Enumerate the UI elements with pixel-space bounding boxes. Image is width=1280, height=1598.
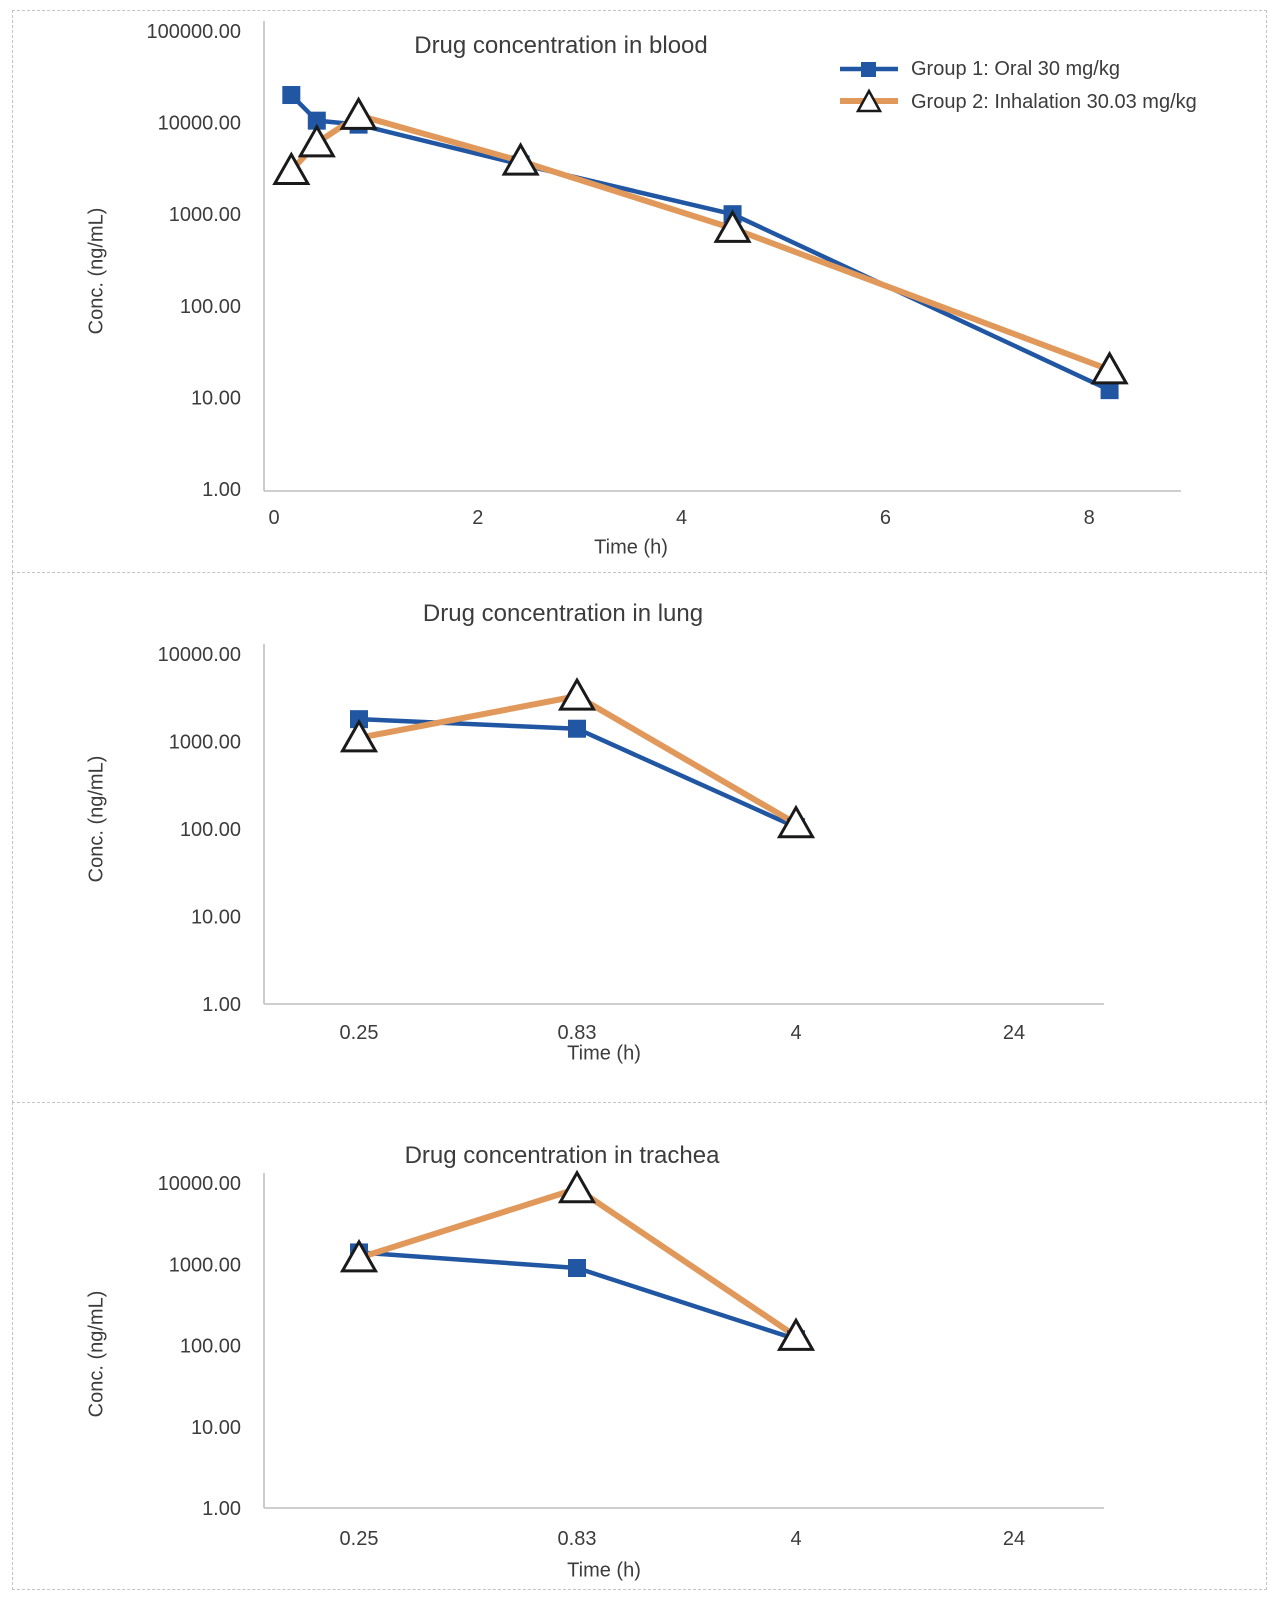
triangle-marker	[713, 209, 752, 243]
x-axis-tick-label: 8	[1084, 507, 1095, 529]
triangle-marker	[272, 151, 311, 185]
series-line-2	[358, 693, 798, 827]
x-axis-tick-label: 2	[472, 507, 483, 529]
series-line-1	[289, 93, 1111, 393]
triangle-marker	[776, 804, 816, 839]
triangle-marker	[557, 1169, 597, 1204]
y-axis-tick-label: 10000.00	[158, 1173, 241, 1195]
y-axis-tick-label: 10.00	[191, 1417, 241, 1439]
triangle-marker	[1090, 350, 1129, 385]
triangle-marker	[339, 1238, 379, 1273]
x-axis-tick-label: 0.25	[340, 1022, 379, 1044]
legend-label-group1: Group 1: Oral 30 mg/kg	[911, 57, 1120, 80]
y-axis-title-blood: Conc. (ng/mL)	[85, 207, 108, 335]
y-axis-tick-label: 1.00	[202, 994, 241, 1016]
y-axis-tick-label: 100.00	[180, 296, 241, 318]
chart-panel-trachea: 10000.00 1000.00 100.00 10.00 1.00 0.25 0.83 4 2…	[12, 1102, 1267, 1590]
plot-area-blood: 100000.00 10000.00 1000.00 100.00 10.00 1.00 0…	[146, 21, 1181, 529]
y-axis-tick-label: 100.00	[180, 819, 241, 841]
x-axis-title-trachea: Time (h)	[567, 1559, 641, 1582]
legend-item-group1: Group 1: Oral 30 mg/kg	[837, 55, 1197, 83]
group2-line-triangle-icon	[840, 88, 898, 113]
chart-title-lung: Drug concentration in lung	[422, 600, 704, 627]
y-axis-tick-label: 100.00	[180, 1336, 241, 1358]
triangle-marker	[501, 142, 540, 176]
y-axis-tick-label: 1000.00	[169, 1254, 241, 1276]
y-axis-tick-label: 10000.00	[158, 113, 241, 135]
y-axis-tick-label: 10.00	[191, 907, 241, 929]
x-axis-tick-label: 4	[790, 1022, 801, 1044]
chart-panel-lung: 10000.00 1000.00 100.00 10.00 1.00 0.25 0.83 4 2…	[12, 572, 1267, 1103]
y-axis-tick-label: 1.00	[202, 1498, 241, 1520]
y-axis-title-lung: Conc. (ng/mL)	[85, 755, 108, 883]
triangle-marker	[339, 718, 379, 753]
triangle-marker	[557, 677, 597, 711]
x-axis-tick-label: 0	[268, 507, 279, 529]
y-axis-tick-label: 100000.00	[146, 21, 241, 43]
legend: Group 1: Oral 30 mg/kg Group 2: Inhalati…	[837, 55, 1197, 116]
x-axis-tick-label: 0.83	[558, 1528, 597, 1550]
plot-area-lung: 10000.00 1000.00 100.00 10.00 1.00 0.25 0.83 4 2…	[158, 644, 1104, 1044]
triangle-marker	[776, 1317, 816, 1351]
square-marker	[568, 1259, 586, 1278]
x-axis-tick-label: 6	[880, 507, 891, 529]
chart-title-trachea: Drug concentration in trachea	[404, 1142, 720, 1169]
triangle-marker	[339, 96, 378, 130]
y-axis-tick-label: 10.00	[191, 387, 241, 409]
x-axis-tick-label: 24	[1003, 1528, 1025, 1550]
y-axis-tick-label: 10000.00	[158, 644, 241, 666]
chart-title-blood: Drug concentration in blood	[414, 32, 708, 59]
square-marker	[307, 111, 326, 130]
x-axis-tick-label: 24	[1003, 1022, 1025, 1044]
y-axis-title-trachea: Conc. (ng/mL)	[85, 1290, 108, 1418]
chart-panel-blood: 100000.00 10000.00 1000.00 100.00 10.00 1.00 0…	[12, 10, 1267, 573]
x-axis-tick-label: 0.25	[340, 1528, 379, 1550]
plot-area-trachea: 10000.00 1000.00 100.00 10.00 1.00 0.25 0.83 4 2…	[158, 1169, 1104, 1550]
triangle-marker	[297, 123, 336, 158]
x-axis-title-blood: Time (h)	[594, 536, 668, 559]
x-axis-title-lung: Time (h)	[567, 1042, 641, 1065]
y-axis-tick-label: 1.00	[202, 479, 241, 501]
legend-item-group2: Group 2: Inhalation 30.03 mg/kg	[837, 88, 1197, 116]
x-axis-tick-label: 4	[676, 507, 687, 529]
y-axis-tick-label: 1000.00	[169, 732, 241, 754]
group1-line-square-icon	[840, 62, 898, 77]
y-axis-tick-label: 1000.00	[169, 204, 241, 226]
x-axis-tick-label: 4	[790, 1528, 801, 1550]
square-marker	[1100, 381, 1119, 400]
legend-label-group2: Group 2: Inhalation 30.03 mg/kg	[911, 90, 1197, 113]
square-marker	[568, 719, 586, 738]
x-axis-tick-label: 0.83	[558, 1022, 597, 1044]
square-marker	[282, 86, 301, 105]
